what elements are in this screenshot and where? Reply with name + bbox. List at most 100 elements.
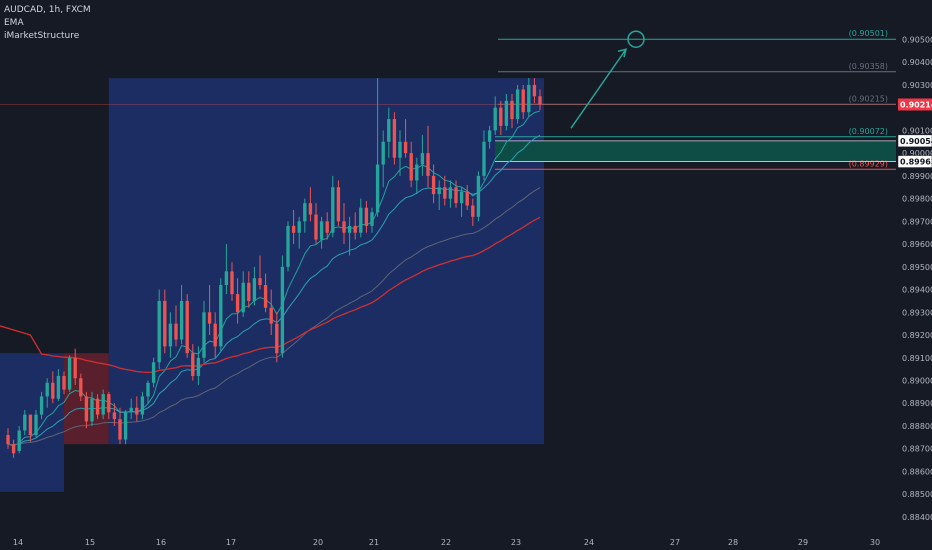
candle-body (168, 323, 173, 347)
y-tick-label: 0.90500 (902, 35, 932, 44)
candle-body (174, 323, 178, 340)
y-tick-label: 0.90000 (902, 149, 932, 158)
candle-body (426, 153, 430, 176)
candle-body (415, 164, 419, 181)
candle-body (515, 89, 520, 120)
candle-body (129, 407, 133, 413)
candle-body (448, 187, 453, 199)
y-tick-label: 0.89700 (902, 217, 932, 226)
y-tick-label: 0.90400 (902, 58, 932, 67)
candle-body (471, 205, 475, 217)
candle-body (123, 412, 128, 440)
zone-box-main (108, 78, 545, 445)
candle-body (23, 414, 27, 431)
y-tick-label: 0.89100 (902, 354, 932, 363)
candle-body (532, 84, 537, 97)
x-tick-label: 16 (156, 538, 166, 547)
x-tick-label: 30 (870, 538, 880, 547)
candle-body (392, 119, 397, 158)
candle-body (499, 107, 503, 126)
candle-body (493, 107, 497, 131)
candle-body (179, 300, 184, 340)
candles (6, 78, 542, 458)
price-tag-label: 0.90214 (900, 100, 932, 109)
candle-body (431, 175, 436, 195)
candle-body (482, 141, 486, 176)
level-label: (0.89929) (849, 159, 888, 168)
candle-body (381, 141, 385, 165)
level-lines: (0.90501) (0.90358) (0.90215) (0.90072) (0.8… (0, 29, 896, 170)
candle-body (487, 130, 492, 142)
price-tag-box (898, 98, 932, 111)
arrow-head (617, 48, 628, 58)
candle-body (269, 307, 273, 324)
candle-body (314, 214, 318, 240)
candle-body (454, 187, 458, 204)
ema-long-line (0, 216, 541, 374)
y-tick-label: 0.89400 (902, 286, 932, 295)
x-tick-label: 22 (441, 538, 451, 547)
candle-body (504, 100, 509, 126)
candle-body (213, 323, 217, 347)
x-tick-label: 27 (670, 538, 680, 547)
price-tag-box (897, 155, 932, 168)
candle-body (353, 225, 357, 233)
candle-body (135, 407, 139, 415)
candle-body (409, 153, 413, 181)
candle-body (90, 398, 94, 422)
candle-body (219, 285, 223, 347)
symbol-title: AUDCAD, 1h, FXCM (4, 5, 91, 15)
y-tick-label: 0.89800 (902, 195, 932, 204)
candle-body (420, 153, 425, 165)
chart-legend: AUDCAD, 1h, FXCM EMA iMarketStructure (4, 4, 91, 43)
candle-body (527, 84, 531, 113)
candle-body (191, 353, 195, 376)
candle-body (459, 191, 464, 204)
candle-body (45, 382, 49, 397)
x-tick-label: 15 (85, 538, 95, 547)
candle-body (73, 357, 77, 379)
candle-body (331, 187, 335, 233)
x-tick-label: 28 (728, 538, 738, 547)
candle-body (375, 164, 380, 213)
candle-body (510, 100, 514, 120)
candle-body (303, 203, 307, 222)
y-tick-label: 0.89500 (902, 263, 932, 272)
candle-body (11, 444, 16, 454)
candle-body (387, 119, 391, 142)
candle-body (112, 412, 117, 420)
candle-body (247, 282, 251, 301)
time-axis-bg (0, 532, 932, 550)
candle-body (163, 300, 167, 347)
candle-body (258, 278, 262, 286)
indicator-ema-label: EMA (4, 18, 24, 28)
y-tick-label: 0.89300 (902, 308, 932, 317)
x-tick-label: 20 (313, 538, 323, 547)
level-label: (0.90358) (849, 62, 888, 71)
candle-body (185, 300, 189, 354)
candle-body (252, 278, 257, 301)
candle-body (275, 323, 279, 354)
candle-body (101, 394, 105, 415)
y-tick-label: 0.89600 (902, 240, 932, 249)
candle-body (157, 300, 161, 363)
time-axis: 14 15 16 17 20 21 22 23 24 27 28 29 30 (0, 532, 932, 550)
level-label: (0.90072) (849, 127, 888, 136)
candle-body (342, 221, 346, 233)
candle-body (364, 207, 369, 226)
candle-body (538, 96, 542, 105)
candle-body (17, 430, 21, 451)
price-axis: 0.905000.904000.903000.901000.900000.899… (897, 0, 932, 550)
y-tick-label: 0.88500 (902, 490, 932, 499)
candle-body (241, 282, 245, 313)
candle-body (359, 207, 363, 233)
candle-body (39, 396, 44, 415)
candle-body (336, 187, 341, 222)
candle-body (34, 414, 38, 436)
y-tick-label: 0.89000 (902, 376, 932, 385)
level-label: (0.90215) (849, 94, 888, 103)
candle-body (151, 362, 156, 383)
candle-body (319, 221, 324, 240)
indicator-structure-label: iMarketStructure (4, 31, 80, 41)
